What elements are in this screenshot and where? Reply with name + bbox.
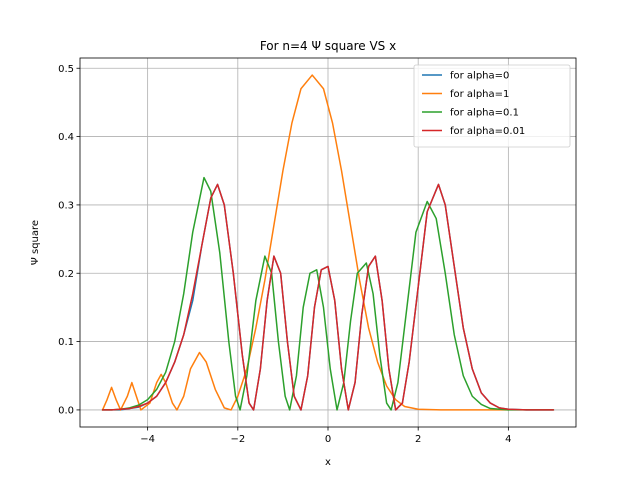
y-tick-label: 0.1: [58, 337, 74, 348]
series-line-3: [101, 183, 555, 411]
y-tick-label: 0.2: [58, 269, 74, 280]
legend-label-0: for alpha=0: [450, 71, 509, 82]
series-lines: [101, 74, 555, 411]
series-line-2: [101, 176, 555, 411]
chart-title: For n=4 Ψ square VS x: [260, 39, 396, 53]
legend-box: [413, 64, 571, 148]
y-axis-label: Ψ square: [30, 220, 41, 265]
legend-label-3: for alpha=0.01: [450, 126, 525, 137]
x-tick-label: −2: [230, 434, 245, 445]
y-tick-label: 0.4: [58, 132, 74, 143]
x-axis-ticks: −4 −2 0 2 4: [140, 427, 512, 445]
y-tick-label: 0.0: [58, 405, 74, 416]
y-tick-label: 0.5: [58, 64, 74, 75]
x-tick-label: 4: [505, 434, 511, 445]
x-tick-label: 0: [325, 434, 331, 445]
y-tick-label: 0.3: [58, 200, 74, 211]
legend-label-1: for alpha=1: [450, 89, 509, 100]
x-tick-label: −4: [140, 434, 155, 445]
x-tick-label: 2: [415, 434, 421, 445]
legend: for alpha=0 for alpha=1 for alpha=0.1 for a…: [413, 64, 571, 148]
x-axis-label: x: [325, 457, 331, 468]
y-axis-ticks: 0.0 0.1 0.2 0.3 0.4 0.5: [58, 64, 80, 416]
legend-label-2: for alpha=0.1: [450, 108, 519, 119]
